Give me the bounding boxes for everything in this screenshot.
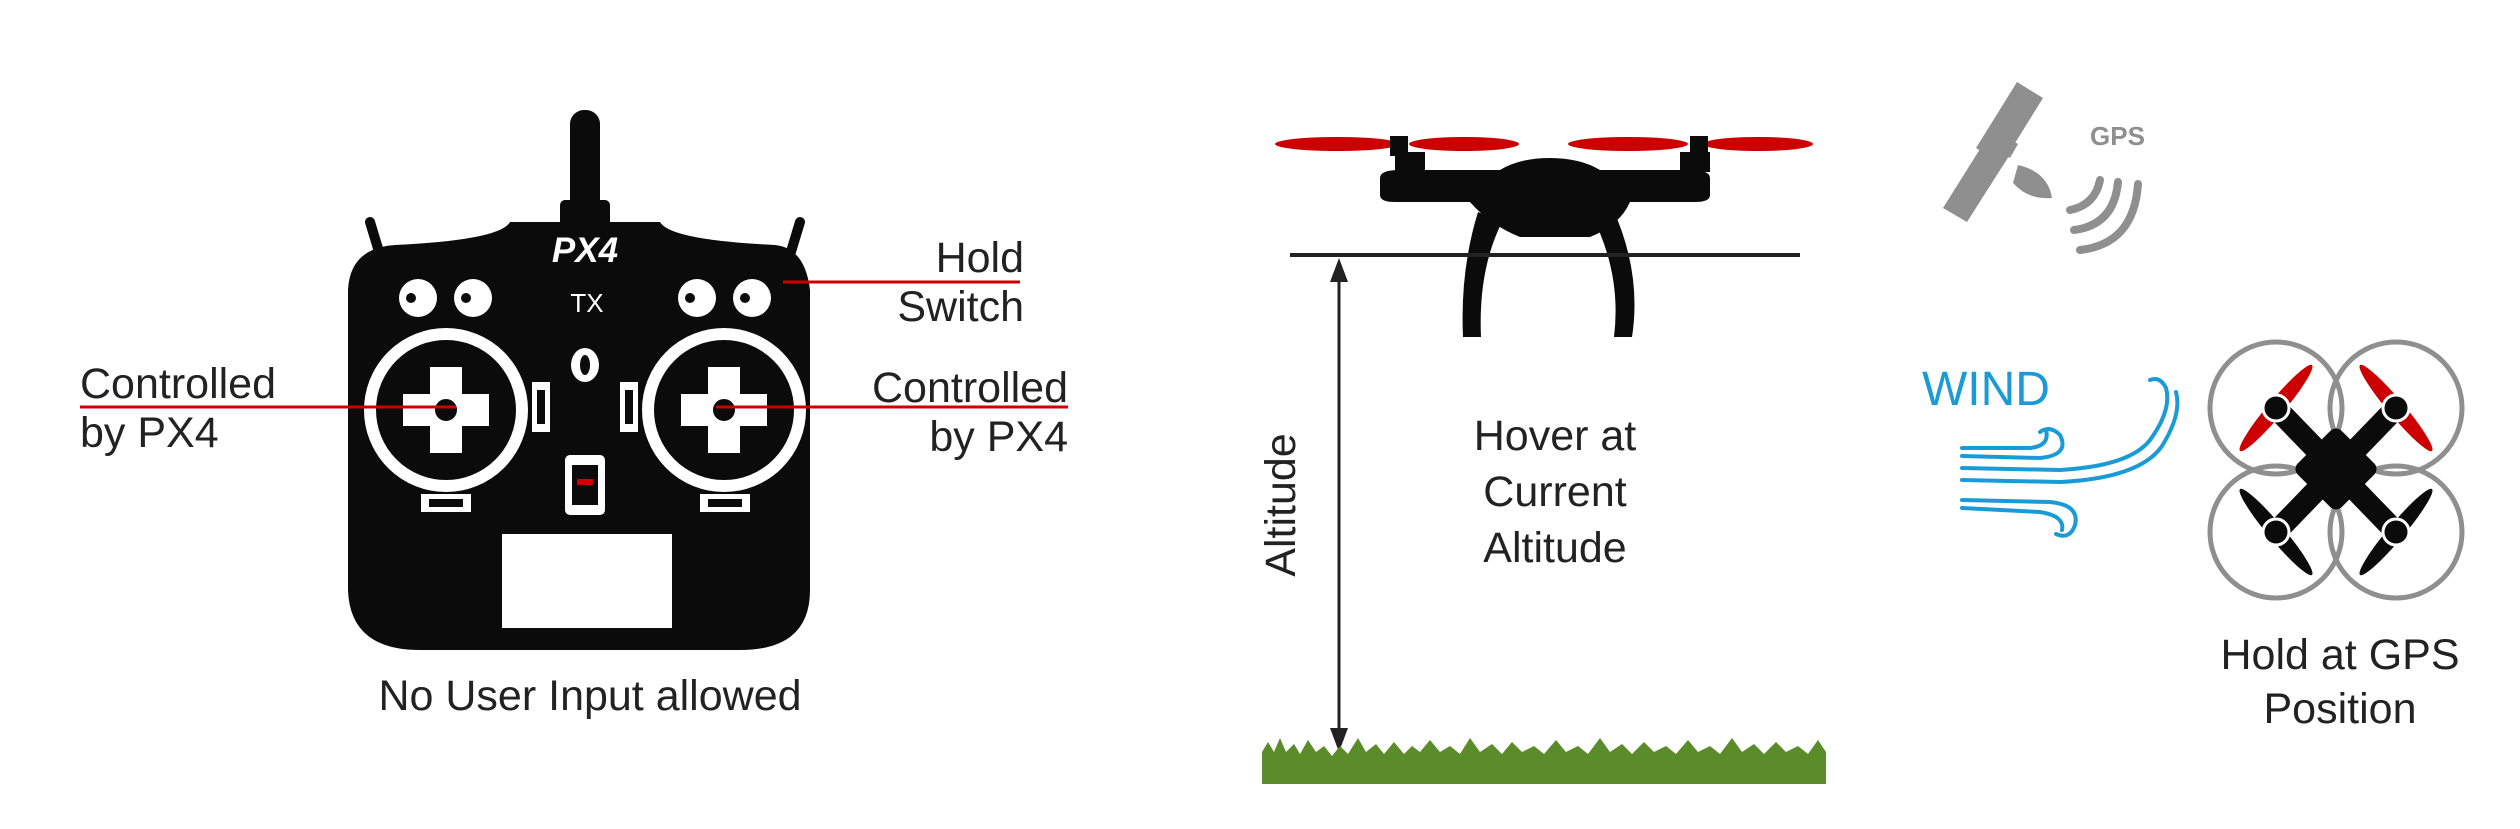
right-gimbal xyxy=(642,328,806,492)
hold-switch-label-line1: Hold xyxy=(935,234,1024,282)
model-label: TX xyxy=(570,288,603,318)
left-stick-label-line1: Controlled xyxy=(80,360,276,408)
left-stick-label-line2: by PX4 xyxy=(80,409,219,457)
wind-label: WIND xyxy=(1922,363,2050,416)
propeller-icon xyxy=(1275,137,1399,151)
right-stick-label-line1: Controlled xyxy=(872,364,1068,412)
knob-icon xyxy=(454,279,492,317)
signal-wave-icon xyxy=(2076,180,2142,254)
gps-label: GPS xyxy=(2090,121,2145,151)
hover-caption: Hover at Current Altitude xyxy=(1400,408,1710,576)
right-stick-icon xyxy=(709,395,739,425)
hold-switch-label: Hold Switch xyxy=(840,234,1024,332)
arrow-up-icon xyxy=(1330,258,1348,282)
right-stick-label: Controlled by PX4 xyxy=(848,364,1068,462)
gps-hold-caption: Hold at GPS Position xyxy=(2170,628,2510,736)
landing-leg-left xyxy=(1462,212,1502,337)
hover-caption-line2: Current xyxy=(1483,468,1627,516)
propeller-icon xyxy=(1409,137,1519,151)
wind-icon xyxy=(1960,377,2180,538)
arrow-down-icon xyxy=(1330,728,1348,752)
signal-wave-icon xyxy=(2066,176,2104,214)
hovering-drone xyxy=(1275,136,1813,337)
left-stick-label: Controlled by PX4 xyxy=(80,360,276,458)
knob-icon xyxy=(733,279,771,317)
hover-caption-line3: Altitude xyxy=(1483,524,1627,572)
quadcopter-top-view xyxy=(2207,339,2465,601)
antenna xyxy=(570,110,600,220)
knob-icon xyxy=(399,279,437,317)
propeller-icon xyxy=(1703,137,1813,151)
left-stick-icon xyxy=(431,395,461,425)
propeller-icon xyxy=(1568,137,1688,151)
signal-wave-icon xyxy=(2070,178,2122,234)
right-stick-label-line2: by PX4 xyxy=(929,413,1068,461)
hover-caption-line1: Hover at xyxy=(1473,412,1637,460)
altitude-axis-label: Altitude xyxy=(1257,433,1305,576)
brand-logo: PX4 xyxy=(552,231,618,270)
right-toggle-switch xyxy=(785,217,805,260)
rc-transmitter: PX4 TX xyxy=(348,110,810,650)
transmitter-caption: No User Input allowed xyxy=(378,672,802,720)
left-gimbal xyxy=(364,328,528,492)
drone-body xyxy=(2295,428,2377,510)
gps-hold-caption-line1: Hold at GPS xyxy=(2220,631,2460,679)
grass-ground xyxy=(1262,738,1826,784)
transmitter-body xyxy=(348,222,810,650)
altitude-arrow xyxy=(1330,258,1348,752)
drone-body xyxy=(1380,158,1710,237)
knob-icon xyxy=(678,279,716,317)
hold-switch-label-line2: Switch xyxy=(897,283,1024,331)
lcd-screen xyxy=(502,534,672,628)
landing-leg-right xyxy=(1590,207,1635,337)
gps-hold-caption-line2: Position xyxy=(2263,685,2417,733)
gps-satellite-icon xyxy=(1943,82,2142,254)
